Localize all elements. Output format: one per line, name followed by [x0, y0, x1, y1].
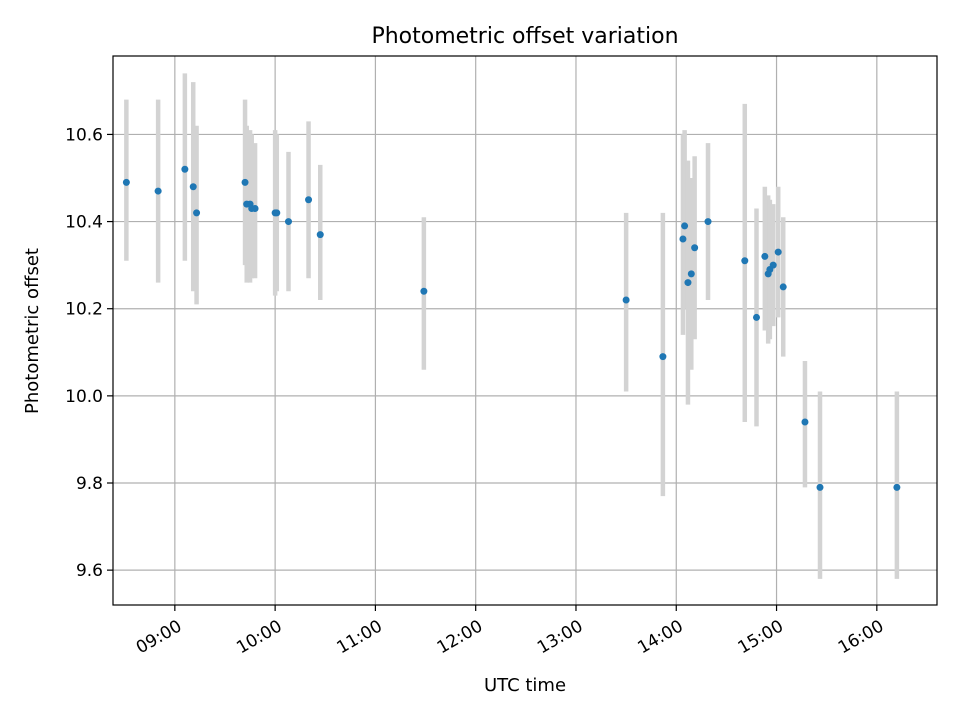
data-point — [691, 244, 699, 252]
data-points — [122, 165, 901, 491]
x-tick-label: 09:00 — [133, 616, 185, 658]
data-point — [752, 313, 760, 321]
data-point — [273, 209, 281, 217]
data-point — [154, 187, 162, 195]
data-point — [420, 287, 428, 295]
data-point — [189, 183, 197, 191]
plot-area — [112, 55, 938, 606]
data-point — [122, 178, 130, 186]
gridlines — [113, 56, 937, 605]
data-point — [769, 261, 777, 269]
x-tick-label: 15:00 — [735, 616, 787, 658]
x-tick-label: 11:00 — [333, 616, 385, 658]
data-point — [659, 353, 667, 361]
data-point — [779, 283, 787, 291]
data-point — [761, 252, 769, 260]
y-tick-label: 9.6 — [76, 561, 103, 581]
data-point — [774, 248, 782, 256]
data-point — [893, 483, 901, 491]
data-point — [741, 257, 749, 265]
x-tick-label: 14:00 — [634, 616, 686, 658]
x-tick-label: 13:00 — [534, 616, 586, 658]
data-point — [679, 235, 687, 243]
x-axis-label: UTC time — [484, 675, 566, 696]
data-point — [684, 279, 692, 287]
data-point — [816, 483, 824, 491]
data-point — [316, 231, 324, 239]
chart-title: Photometric offset variation — [371, 24, 678, 49]
y-axis-label: Photometric offset — [22, 248, 43, 414]
data-point — [181, 165, 189, 173]
x-tick-label: 10:00 — [233, 616, 285, 658]
data-point — [251, 205, 259, 212]
data-point — [801, 418, 809, 426]
data-point — [622, 296, 630, 304]
data-point — [681, 222, 689, 230]
x-tick-label: 12:00 — [434, 616, 486, 658]
data-point — [284, 218, 292, 226]
y-tick-label: 10.0 — [65, 387, 103, 407]
data-point — [704, 218, 712, 226]
data-point — [305, 196, 313, 204]
data-point — [193, 209, 201, 217]
y-tick-label: 10.6 — [65, 125, 103, 145]
error-bars — [124, 73, 900, 579]
y-tick-label: 9.8 — [76, 474, 103, 494]
y-tick-label: 10.2 — [65, 300, 103, 320]
data-point — [687, 270, 695, 278]
x-tick-label: 16:00 — [835, 616, 887, 658]
data-point — [241, 178, 249, 186]
y-tick-label: 10.4 — [65, 213, 103, 233]
